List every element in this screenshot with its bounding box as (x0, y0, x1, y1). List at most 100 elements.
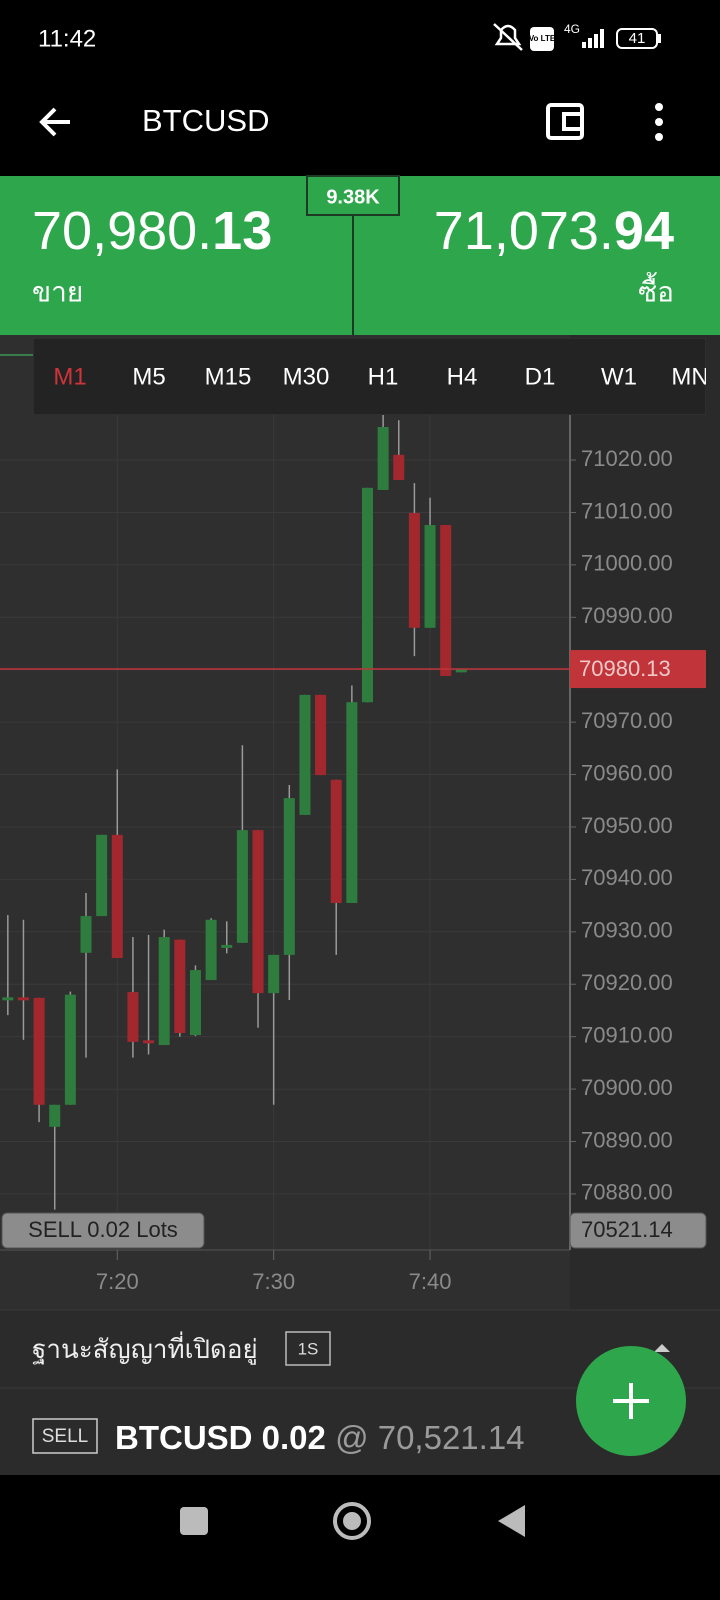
y-tick-label: 71020.00 (581, 446, 673, 471)
ask-price[interactable]: 71,073.94 (434, 201, 674, 261)
timeframe-tab[interactable]: M30 (283, 363, 330, 390)
spread: 9.38K (326, 186, 380, 208)
y-tick-label: 70880.00 (581, 1180, 673, 1205)
candle-body (111, 834, 123, 959)
menu-button[interactable] (655, 103, 663, 141)
y-tick-label: 70900.00 (581, 1075, 673, 1100)
header-title: BTCUSD (142, 103, 269, 138)
position-price: @ 70,521.14 (335, 1419, 524, 1456)
candle-body (33, 997, 45, 1105)
back-button[interactable] (39, 107, 70, 137)
last-price-tag (570, 650, 706, 689)
y-tick-label: 70970.00 (581, 708, 673, 733)
position-row[interactable]: SELL BTCUSD 0.02 @ 70,521.14 (32, 1418, 525, 1456)
nav-recents[interactable] (180, 1507, 208, 1535)
candle-body (127, 992, 139, 1042)
status-time: 11:42 (38, 25, 96, 52)
candle-body (236, 830, 248, 943)
candle-body (158, 937, 170, 1046)
candle-body (455, 669, 467, 673)
candle-body (346, 702, 358, 903)
candle-body (143, 1040, 155, 1044)
timeframe-tab[interactable]: MN (671, 363, 708, 390)
x-tick-label: 7:30 (252, 1269, 295, 1294)
timeframe-tab[interactable]: M1 (53, 363, 86, 390)
nav-home[interactable] (333, 1502, 371, 1540)
nav-back[interactable] (498, 1505, 525, 1537)
candle-body (252, 830, 264, 994)
side-box (32, 1418, 98, 1454)
timeframe-tab[interactable]: W1 (601, 363, 637, 390)
candle-body (205, 919, 217, 981)
spread-box (306, 175, 400, 216)
timeframe-tab[interactable]: M5 (132, 363, 165, 390)
volte-text: Vo LTE (529, 34, 556, 43)
bid-main: 70,980. (32, 201, 212, 261)
y-tick-label: 70930.00 (581, 918, 673, 943)
position-symbol: BTCUSD 0.02 (115, 1419, 326, 1456)
candle-body (377, 427, 389, 490)
timeframe-tab[interactable]: M15 (205, 363, 252, 390)
y-tick-label: 71000.00 (581, 551, 673, 576)
candle-body (361, 487, 373, 703)
candle-body (299, 694, 311, 815)
bid-price[interactable]: 70,980.13 (32, 201, 272, 261)
candle-body (424, 525, 436, 628)
y-tick-label: 70940.00 (581, 865, 673, 890)
candle-body (330, 779, 342, 903)
volte-icon (530, 27, 554, 51)
candle-body (96, 834, 108, 917)
candle-body (64, 994, 76, 1105)
x-tick-label: 7:40 (409, 1269, 452, 1294)
position-tag-label: SELL 0.02 Lots (28, 1217, 178, 1242)
candle-body (440, 525, 452, 677)
timeframe-tab[interactable]: H4 (447, 363, 478, 390)
price-axis-background (570, 335, 720, 1310)
network-type: 4G (564, 22, 580, 36)
candle-body (80, 916, 92, 953)
x-tick-label: 7:20 (96, 1269, 139, 1294)
position-price-tag (569, 1212, 707, 1249)
collapse-icon[interactable] (654, 1344, 670, 1352)
y-tick-label: 70920.00 (581, 970, 673, 995)
signal-icon (582, 29, 604, 48)
position-side: SELL (42, 1426, 88, 1447)
battery-tip (658, 34, 661, 43)
candle-body (268, 954, 280, 994)
timeframe-tab[interactable]: H1 (368, 363, 399, 390)
position-price-label: 70521.14 (581, 1217, 673, 1242)
battery-level: 41 (629, 30, 646, 47)
positions-badge-box (285, 1331, 331, 1366)
bid-big: 13 (212, 201, 272, 261)
candle-body (408, 512, 420, 628)
y-tick-label: 70890.00 (581, 1127, 673, 1152)
chart: 70880.00 70890.00 70900.00 70910.00 70920.00… (0, 340, 707, 1294)
y-tick-label: 70950.00 (581, 813, 673, 838)
timeframe-bar: M1 M5 M15 M30 H1 H4 D1 W1 MN (33, 338, 708, 415)
candle-body (283, 798, 295, 955)
candle-body (393, 454, 405, 480)
y-tick-label: 70960.00 (581, 760, 673, 785)
last-price-label: 70980.13 (579, 656, 671, 681)
mute-icon (493, 23, 523, 51)
y-tick-label: 70910.00 (581, 1022, 673, 1047)
wallet-button[interactable] (546, 103, 584, 140)
candle-body (17, 997, 29, 1001)
candle-body (174, 939, 186, 1033)
timeframe-bar-bg (33, 338, 706, 415)
candle-body (2, 997, 14, 1001)
positions-badge: 1S (298, 1339, 319, 1358)
ask-big: 94 (614, 201, 674, 261)
position-tag (1, 1212, 205, 1249)
ask-main: 71,073. (434, 201, 614, 261)
bid-label: ขาย (32, 276, 83, 307)
candle-body (189, 970, 201, 1036)
ask-label: ซื้อ (638, 271, 674, 307)
timeframe-tab[interactable]: D1 (525, 363, 556, 390)
positions-title: ฐานะสัญญาที่เปิดอยู่ (32, 1331, 258, 1365)
add-button[interactable] (576, 1346, 686, 1456)
position-text: BTCUSD 0.02 @ 70,521.14 (115, 1419, 525, 1456)
candle-body (315, 694, 327, 776)
y-tick-label: 70990.00 (581, 603, 673, 628)
